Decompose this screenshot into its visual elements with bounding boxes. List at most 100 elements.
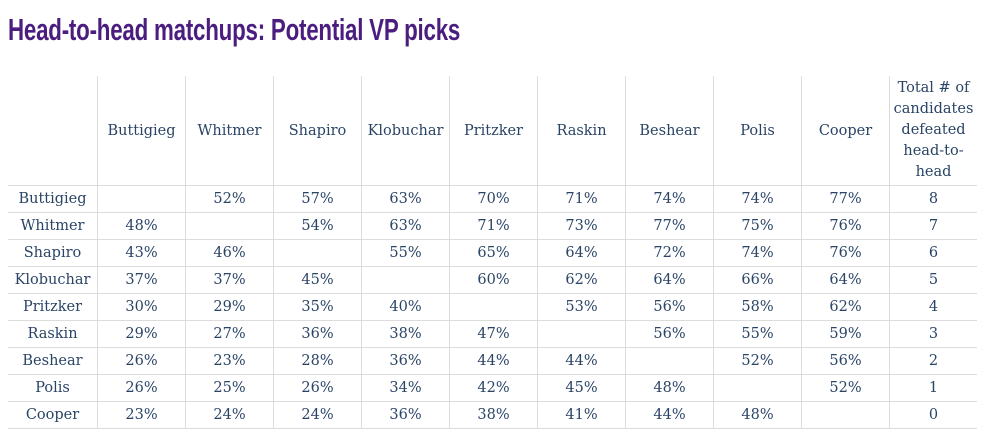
matchup-cell: 41% bbox=[537, 401, 626, 429]
matchup-cell: 23% bbox=[185, 347, 274, 375]
matchup-cell: 24% bbox=[273, 401, 362, 429]
page-title: Head-to-head matchups: Potential VP pick… bbox=[8, 12, 461, 47]
matchup-cell: 62% bbox=[801, 293, 890, 321]
row-label: Whitmer bbox=[8, 212, 98, 240]
matchup-cell: 75% bbox=[713, 212, 802, 240]
matchup-cell: 76% bbox=[801, 239, 890, 267]
matchup-cell: 42% bbox=[449, 374, 538, 402]
row-label: Pritzker bbox=[8, 293, 98, 321]
matchup-cell: 72% bbox=[625, 239, 714, 267]
matchup-cell: 47% bbox=[449, 320, 538, 348]
matchup-cell: 37% bbox=[97, 266, 186, 294]
row-label: Shapiro bbox=[8, 239, 98, 267]
total-cell: 5 bbox=[889, 266, 977, 294]
column-header: Buttigieg bbox=[97, 76, 186, 186]
column-header: Cooper bbox=[801, 76, 890, 186]
total-cell: 1 bbox=[889, 374, 977, 402]
matchup-cell: 59% bbox=[801, 320, 890, 348]
total-cell: 0 bbox=[889, 401, 977, 429]
matchup-cell: 25% bbox=[185, 374, 274, 402]
matchup-cell bbox=[801, 401, 890, 429]
matchup-cell bbox=[97, 185, 186, 213]
matchup-cell: 76% bbox=[801, 212, 890, 240]
matchup-cell: 44% bbox=[625, 401, 714, 429]
matchup-cell: 52% bbox=[801, 374, 890, 402]
matchup-cell: 66% bbox=[713, 266, 802, 294]
matchup-cell: 30% bbox=[97, 293, 186, 321]
header-row: Buttigieg Whitmer Shapiro Klobuchar Pritzker… bbox=[8, 76, 977, 186]
total-cell: 6 bbox=[889, 239, 977, 267]
table-row: Buttigieg 52% 57% 63% 70% 71% 74% 74% 77% 8 bbox=[8, 185, 977, 213]
column-header: Shapiro bbox=[273, 76, 362, 186]
matchup-cell: 53% bbox=[537, 293, 626, 321]
matchup-cell: 56% bbox=[625, 320, 714, 348]
matchup-cell: 29% bbox=[97, 320, 186, 348]
matchup-cell: 23% bbox=[97, 401, 186, 429]
matchup-cell: 27% bbox=[185, 320, 274, 348]
row-label: Klobuchar bbox=[8, 266, 98, 294]
column-header: Klobuchar bbox=[361, 76, 450, 186]
column-header: Pritzker bbox=[449, 76, 538, 186]
matchup-cell: 74% bbox=[713, 239, 802, 267]
total-cell: 2 bbox=[889, 347, 977, 375]
matchup-cell: 36% bbox=[273, 320, 362, 348]
matchup-cell: 77% bbox=[625, 212, 714, 240]
matchup-cell: 74% bbox=[713, 185, 802, 213]
matchup-cell: 55% bbox=[713, 320, 802, 348]
matchup-cell: 48% bbox=[625, 374, 714, 402]
row-label: Buttigieg bbox=[8, 185, 98, 213]
matchup-cell: 36% bbox=[361, 401, 450, 429]
table-row: Beshear 26% 23% 28% 36% 44% 44% 52% 56% 2 bbox=[8, 347, 977, 375]
matchup-cell: 57% bbox=[273, 185, 362, 213]
matchup-cell bbox=[625, 347, 714, 375]
matchup-cell: 77% bbox=[801, 185, 890, 213]
matchup-cell: 63% bbox=[361, 212, 450, 240]
total-cell: 3 bbox=[889, 320, 977, 348]
matchup-cell bbox=[449, 293, 538, 321]
table-row: Whitmer 48% 54% 63% 71% 73% 77% 75% 76% 7 bbox=[8, 212, 977, 240]
row-label: Raskin bbox=[8, 320, 98, 348]
matchup-cell: 26% bbox=[97, 374, 186, 402]
matchup-cell: 38% bbox=[449, 401, 538, 429]
matchup-cell: 52% bbox=[185, 185, 274, 213]
column-header: Raskin bbox=[537, 76, 626, 186]
matchup-cell: 40% bbox=[361, 293, 450, 321]
matchup-cell: 48% bbox=[97, 212, 186, 240]
matchup-cell: 52% bbox=[713, 347, 802, 375]
matchup-cell: 44% bbox=[537, 347, 626, 375]
matchup-cell: 58% bbox=[713, 293, 802, 321]
matchup-cell: 44% bbox=[449, 347, 538, 375]
matchup-cell: 24% bbox=[185, 401, 274, 429]
matchup-cell: 64% bbox=[801, 266, 890, 294]
column-header: Polis bbox=[713, 76, 802, 186]
matchup-cell: 35% bbox=[273, 293, 362, 321]
matchup-cell: 26% bbox=[273, 374, 362, 402]
matchup-cell: 71% bbox=[537, 185, 626, 213]
table-row: Pritzker 30% 29% 35% 40% 53% 56% 58% 62% 4 bbox=[8, 293, 977, 321]
matchup-cell: 26% bbox=[97, 347, 186, 375]
table-row: Shapiro 43% 46% 55% 65% 64% 72% 74% 76% 6 bbox=[8, 239, 977, 267]
matchup-cell: 60% bbox=[449, 266, 538, 294]
matchup-cell: 37% bbox=[185, 266, 274, 294]
table-row: Polis 26% 25% 26% 34% 42% 45% 48% 52% 1 bbox=[8, 374, 977, 402]
matchup-cell bbox=[361, 266, 450, 294]
matchup-cell: 70% bbox=[449, 185, 538, 213]
matchup-cell: 43% bbox=[97, 239, 186, 267]
table-row: Klobuchar 37% 37% 45% 60% 62% 64% 66% 64% 5 bbox=[8, 266, 977, 294]
matchup-cell: 71% bbox=[449, 212, 538, 240]
row-label: Polis bbox=[8, 374, 98, 402]
total-cell: 8 bbox=[889, 185, 977, 213]
matchup-cell: 46% bbox=[185, 239, 274, 267]
matchup-cell: 56% bbox=[801, 347, 890, 375]
matchup-cell: 63% bbox=[361, 185, 450, 213]
column-header: Beshear bbox=[625, 76, 714, 186]
column-header: Whitmer bbox=[185, 76, 274, 186]
matchup-cell bbox=[713, 374, 802, 402]
matchup-cell: 74% bbox=[625, 185, 714, 213]
matchup-cell: 38% bbox=[361, 320, 450, 348]
matchup-cell: 28% bbox=[273, 347, 362, 375]
matchup-cell: 45% bbox=[537, 374, 626, 402]
matchup-cell: 36% bbox=[361, 347, 450, 375]
table-row: Raskin 29% 27% 36% 38% 47% 56% 55% 59% 3 bbox=[8, 320, 977, 348]
matchup-cell: 64% bbox=[537, 239, 626, 267]
